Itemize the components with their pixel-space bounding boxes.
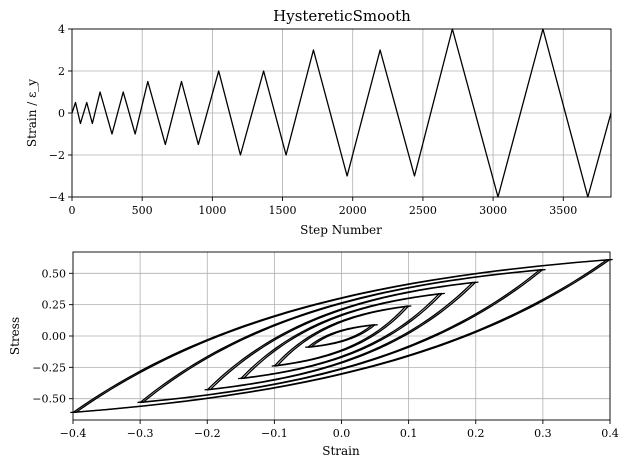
strain-line	[71, 28, 612, 198]
bottom-xtick-label: 0.2	[467, 427, 485, 440]
loop-loading-branch	[75, 258, 613, 414]
loop-loading-branch	[243, 292, 445, 380]
top-xtick-label: 3000	[479, 204, 507, 217]
bottom-ticks: −0.4 −0.3 −0.2 −0.1 0.0 0.1 0.2 0.3 0.4 −0.50 −0.2…	[32, 267, 618, 440]
loop-unloading-branch	[305, 324, 373, 348]
hysteresis-loops	[70, 258, 613, 414]
bottom-grid	[72, 252, 611, 420]
bottom-xtick-label: 0.4	[601, 427, 619, 440]
loop-loading-branch	[209, 281, 479, 391]
top-xtick-label: 500	[132, 204, 153, 217]
bottom-xtick-label: −0.4	[60, 427, 87, 440]
top-xtick-label: 2500	[409, 204, 437, 217]
bottom-ylabel: Stress	[8, 317, 22, 355]
loop-unloading-branch	[137, 269, 541, 404]
bottom-xtick-label: −0.1	[261, 427, 288, 440]
bottom-ytick-label: 0.00	[42, 330, 67, 343]
top-grid	[71, 28, 611, 198]
bottom-xlabel: Strain	[322, 444, 360, 458]
top-ytick-label: −2	[49, 149, 65, 162]
top-ylabel: Strain / ε_y	[25, 79, 39, 147]
bottom-ytick-label: −0.25	[32, 361, 66, 374]
loop-unloading-branch	[70, 258, 608, 414]
top-xtick-label: 3500	[549, 204, 577, 217]
top-ytick-label: −4	[49, 191, 65, 204]
loop-loading-branch	[142, 268, 546, 403]
loop-unloading-branch	[204, 281, 474, 391]
bottom-ytick-label: 0.50	[42, 267, 67, 280]
loop-loading-branch	[276, 305, 412, 367]
hysteresis-plot: −0.4 −0.3 −0.2 −0.1 0.0 0.1 0.2 0.3 0.4 −0.50 −0.2…	[8, 251, 619, 458]
top-ticks: 0 500 1000 1500 2000 2500 3000 3500 −4 −2 0 2 4	[49, 23, 577, 217]
strain-series	[71, 28, 612, 198]
top-xtick-label: 2000	[339, 204, 367, 217]
loop-loading-branch	[310, 324, 378, 348]
bottom-xtick-label: −0.3	[127, 427, 154, 440]
strain-history-plot: HystereticSmooth 0 500 1000 1500 2000 2500 300…	[25, 7, 612, 237]
top-ytick-label: 2	[58, 65, 65, 78]
bottom-ytick-label: −0.50	[32, 393, 66, 406]
bottom-xtick-label: 0.1	[400, 427, 418, 440]
top-xtick-label: 1500	[269, 204, 297, 217]
loop-unloading-branch	[271, 305, 407, 367]
bottom-xtick-label: 0.3	[534, 427, 552, 440]
bottom-ytick-label: 0.25	[42, 299, 67, 312]
loop-unloading-branch	[238, 292, 440, 380]
top-ytick-label: 0	[58, 107, 65, 120]
chart-title: HystereticSmooth	[273, 7, 411, 25]
top-xtick-label: 1000	[198, 204, 226, 217]
top-xlabel: Step Number	[300, 223, 382, 237]
bottom-xtick-label: −0.2	[194, 427, 221, 440]
bottom-xtick-label: 0.0	[333, 427, 351, 440]
top-ytick-label: 4	[58, 23, 65, 36]
top-xtick-label: 0	[69, 204, 76, 217]
